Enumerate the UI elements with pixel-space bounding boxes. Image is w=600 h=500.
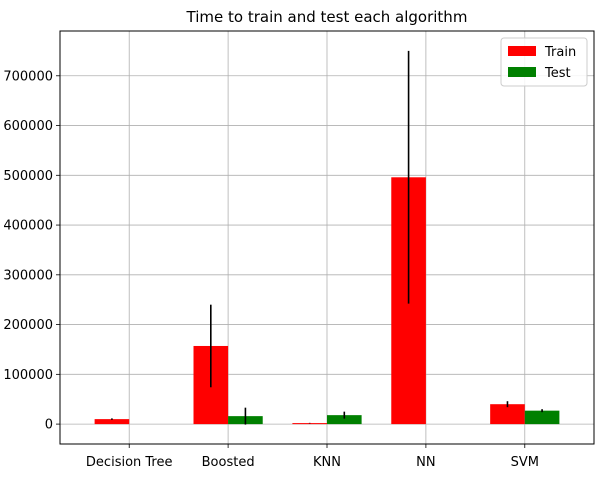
bar-test-knn	[327, 415, 362, 425]
bar-train-decision-tree	[94, 419, 130, 425]
axes-ticks: 0 100000 200000 300000 400000 500000 600000 700…	[3, 69, 539, 470]
legend-label-train: Train	[544, 45, 576, 60]
x-tick-label: KNN	[313, 455, 341, 470]
x-tick-label: Boosted	[202, 455, 255, 470]
x-tick-label: SVM	[511, 455, 539, 470]
y-tick-label: 700000	[3, 69, 53, 84]
error-bars	[111, 50, 543, 425]
y-tick-label: 600000	[3, 119, 53, 134]
bar-test-svm	[524, 410, 560, 425]
y-tick-label: 0	[45, 418, 53, 433]
legend-swatch-test	[508, 67, 536, 77]
legend-swatch-train	[508, 46, 536, 56]
legend: Train Test	[500, 37, 588, 87]
bar-train-knn	[292, 423, 327, 425]
bar-train-svm	[490, 404, 525, 425]
grid	[60, 31, 594, 444]
y-tick-label: 400000	[3, 219, 53, 234]
x-tick-label: NN	[416, 455, 435, 470]
y-tick-label: 100000	[3, 368, 53, 383]
y-tick-label: 200000	[3, 318, 53, 333]
y-tick-label: 500000	[3, 169, 53, 184]
legend-label-test: Test	[544, 66, 571, 81]
chart-title: Time to train and test each algorithm	[186, 8, 468, 26]
x-tick-label: Decision Tree	[86, 455, 173, 470]
y-tick-label: 300000	[3, 268, 53, 283]
